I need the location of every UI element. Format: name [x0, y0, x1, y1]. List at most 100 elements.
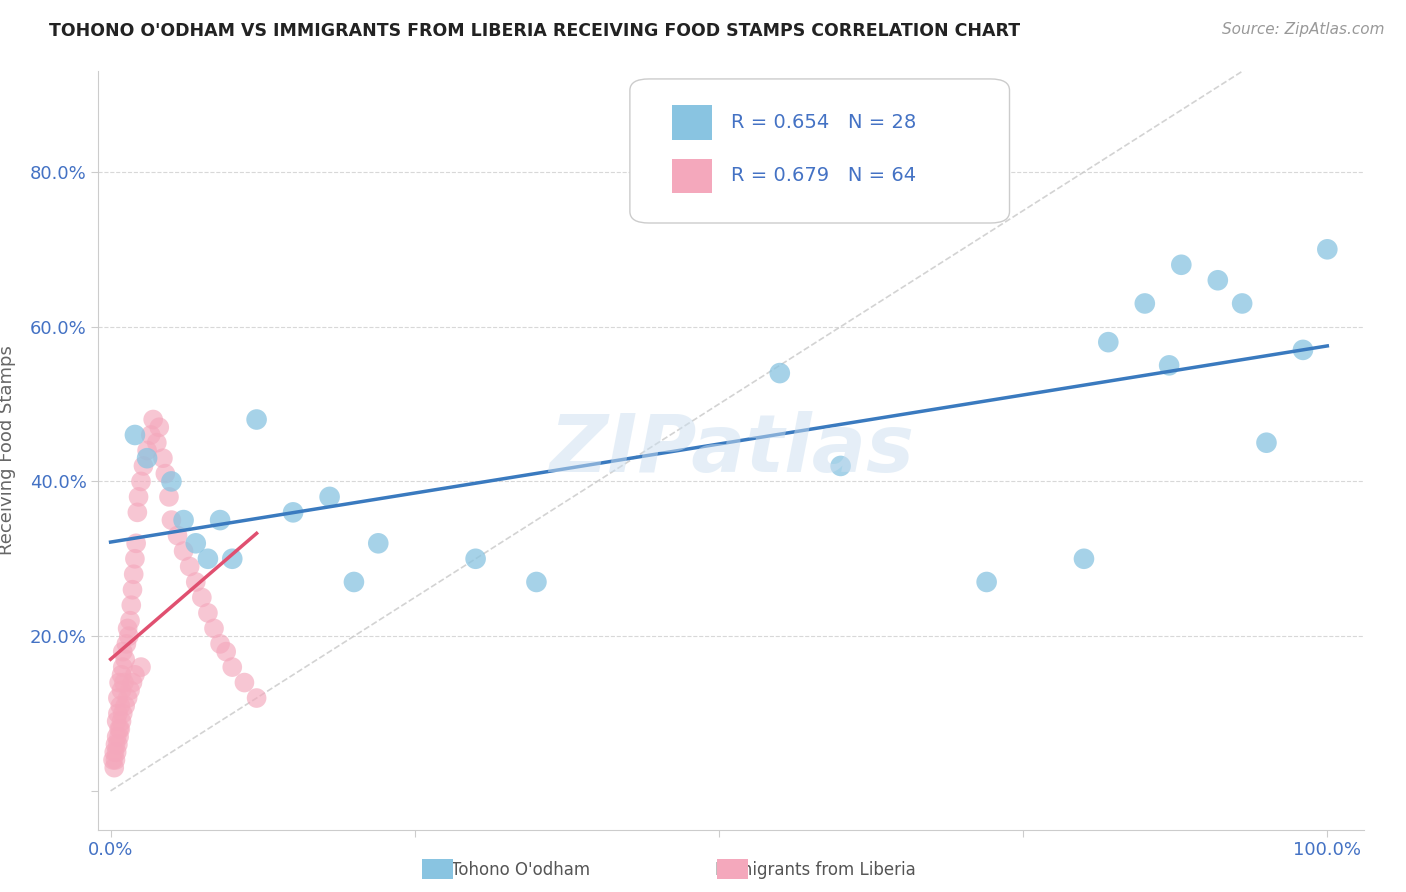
Point [209, 637, 232, 651]
Point [221, 551, 243, 566]
Point [120, 614, 141, 628]
Point [769, 366, 792, 380]
Text: ZIPatlas: ZIPatlas [548, 411, 914, 490]
Point [108, 730, 131, 744]
Point [202, 621, 225, 635]
Point [110, 683, 132, 698]
Point [318, 490, 340, 504]
FancyBboxPatch shape [630, 79, 1010, 223]
Point [1256, 435, 1278, 450]
Text: R = 0.654   N = 28: R = 0.654 N = 28 [731, 113, 917, 132]
Text: Tohono O'odham: Tohono O'odham [451, 861, 589, 879]
Point [114, 698, 136, 713]
Point [124, 551, 146, 566]
Point [124, 668, 146, 682]
Point [112, 675, 135, 690]
Point [121, 675, 143, 690]
Point [120, 598, 142, 612]
Point [1133, 296, 1156, 310]
Point [160, 513, 183, 527]
Point [103, 745, 125, 759]
Text: R = 0.679   N = 64: R = 0.679 N = 64 [731, 166, 917, 186]
Point [136, 451, 159, 466]
Point [152, 451, 174, 466]
Point [117, 691, 139, 706]
Point [101, 753, 124, 767]
Point [114, 652, 136, 666]
Point [184, 574, 207, 589]
Point [125, 536, 148, 550]
Point [118, 629, 141, 643]
Point [124, 428, 146, 442]
Point [179, 559, 201, 574]
Point [209, 513, 232, 527]
Point [120, 683, 141, 698]
Point [108, 675, 131, 690]
Point [1097, 335, 1119, 350]
Point [107, 691, 129, 706]
Point [343, 574, 366, 589]
Point [107, 706, 129, 721]
Point [215, 645, 238, 659]
Point [367, 536, 389, 550]
Point [148, 420, 170, 434]
Point [111, 645, 134, 659]
Point [464, 551, 486, 566]
Point [103, 761, 125, 775]
Point [281, 505, 304, 519]
Point [105, 714, 128, 729]
Point [173, 544, 195, 558]
Point [184, 536, 207, 550]
Point [129, 475, 152, 489]
Point [128, 490, 150, 504]
Point [1159, 359, 1181, 373]
Point [105, 730, 128, 744]
Point [1292, 343, 1315, 357]
Point [1170, 258, 1192, 272]
Point [1073, 551, 1095, 566]
Point [160, 475, 183, 489]
Point [245, 691, 267, 706]
Point [155, 467, 177, 481]
Point [136, 443, 159, 458]
Point [1230, 296, 1253, 310]
Text: Source: ZipAtlas.com: Source: ZipAtlas.com [1222, 22, 1385, 37]
Y-axis label: Receiving Food Stamps: Receiving Food Stamps [0, 345, 15, 556]
Point [976, 574, 998, 589]
Point [105, 745, 128, 759]
Point [146, 435, 169, 450]
Text: Immigrants from Liberia: Immigrants from Liberia [716, 861, 915, 879]
Point [121, 582, 143, 597]
Point [104, 753, 127, 767]
Point [129, 660, 152, 674]
Point [197, 551, 219, 566]
Point [1206, 273, 1229, 287]
FancyBboxPatch shape [672, 159, 711, 193]
Point [111, 660, 134, 674]
Text: TOHONO O'ODHAM VS IMMIGRANTS FROM LIBERIA RECEIVING FOOD STAMPS CORRELATION CHAR: TOHONO O'ODHAM VS IMMIGRANTS FROM LIBERI… [49, 22, 1021, 40]
Point [1316, 242, 1339, 256]
Point [233, 675, 256, 690]
Point [132, 458, 155, 473]
Point [245, 412, 267, 426]
Point [157, 490, 180, 504]
Point [110, 722, 132, 736]
Point [197, 606, 219, 620]
Point [127, 505, 149, 519]
Point [221, 660, 243, 674]
Point [830, 458, 852, 473]
Point [526, 574, 548, 589]
Point [108, 722, 131, 736]
Point [110, 698, 132, 713]
Point [117, 621, 139, 635]
Point [107, 738, 129, 752]
Point [104, 738, 127, 752]
Point [122, 567, 145, 582]
Point [191, 591, 214, 605]
Point [173, 513, 195, 527]
Point [110, 714, 132, 729]
Point [115, 637, 138, 651]
Point [142, 412, 165, 426]
FancyBboxPatch shape [672, 105, 711, 140]
Point [110, 668, 132, 682]
